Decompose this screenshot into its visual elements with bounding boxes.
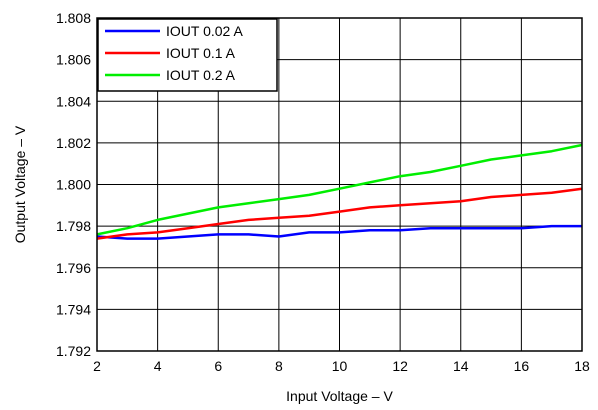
x-tick-label: 18 — [574, 358, 590, 374]
legend-label-3: IOUT 0.2 A — [166, 67, 236, 83]
x-tick-label: 4 — [154, 358, 162, 374]
legend-label-1: IOUT 0.02 A — [166, 23, 243, 39]
y-tick-label: 1.802 — [56, 135, 91, 151]
series-line-1 — [96, 224, 582, 240]
legend-label-2: IOUT 0.1 A — [166, 45, 236, 61]
y-tick-label: 1.798 — [56, 218, 91, 234]
legend: IOUT 0.02 A IOUT 0.1 A IOUT 0.2 A — [97, 18, 278, 92]
x-axis-label: Input Voltage – V — [286, 388, 393, 404]
y-tick-label: 1.804 — [56, 93, 91, 109]
x-tick-label: 6 — [214, 358, 222, 374]
y-tick-label: 1.794 — [56, 301, 91, 317]
x-tick-label: 12 — [392, 358, 408, 374]
x-tick-label: 8 — [275, 358, 283, 374]
y-axis-label: Output Voltage – V — [12, 125, 28, 243]
y-tick-label: 1.796 — [56, 260, 91, 276]
x-tick-label: 10 — [332, 358, 348, 374]
series-line-2 — [96, 187, 583, 240]
y-tick-label: 1.792 — [56, 343, 91, 359]
series-line-3 — [96, 143, 583, 236]
legend-items: IOUT 0.02 A IOUT 0.1 A IOUT 0.2 A — [105, 23, 243, 83]
y-tick-label: 1.800 — [56, 177, 91, 193]
y-tick-labels: 1.792 1.794 1.796 1.798 1.800 1.802 1.804 1.806… — [56, 10, 91, 359]
x-tick-label: 14 — [453, 358, 469, 374]
plot-border — [96, 17, 583, 352]
x-tick-label: 2 — [93, 358, 101, 374]
x-tick-label: 16 — [514, 358, 530, 374]
x-tick-labels: 2 4 6 8 10 12 14 16 18 — [93, 358, 590, 374]
y-tick-label: 1.806 — [56, 52, 91, 68]
y-tick-label: 1.808 — [56, 10, 91, 26]
series-group — [96, 143, 583, 240]
